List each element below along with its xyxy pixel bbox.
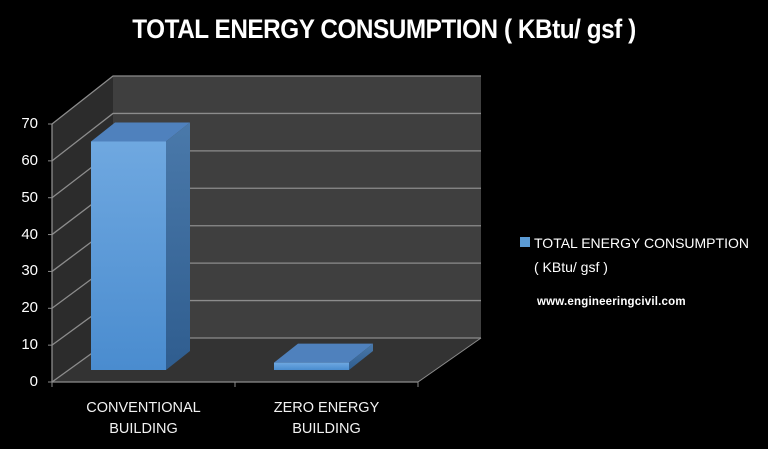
bar-front-face: [91, 141, 166, 370]
y-tick-label: 60: [21, 151, 38, 169]
bar-top-face: [91, 122, 190, 142]
y-tick-label: 20: [21, 299, 38, 317]
x-category-label: ZERO ENERGY BUILDING: [273, 400, 380, 437]
y-tick-label: 30: [21, 262, 38, 280]
bar-front-face: [274, 362, 349, 370]
y-tick-label: 0: [29, 373, 38, 390]
legend-label-line1: TOTAL ENERGY CONSUMPTION: [534, 235, 749, 251]
bar-side-face: [166, 122, 190, 370]
bar-side-face: [349, 343, 373, 370]
gridline: [51, 75, 481, 125]
y-tick-label: 70: [21, 115, 38, 132]
watermark: www.engineeringcivil.com: [537, 296, 686, 308]
legend-swatch-icon: [520, 237, 530, 247]
chart-title: TOTAL ENERGY CONSUMPTION ( KBtu/ gsf ): [132, 14, 636, 44]
floor-edge: [417, 337, 482, 383]
legend-label-line2: ( KBtu/ gsf ): [534, 259, 608, 275]
gridline: [51, 112, 481, 162]
y-tick-label: 40: [21, 225, 38, 243]
y-tick-label: 10: [21, 336, 38, 354]
bar-top-face: [274, 343, 373, 363]
legend-label: TOTAL ENERGY CONSUMPTION ( KBtu/ gsf ): [534, 231, 768, 279]
y-tick-label: 50: [21, 188, 38, 206]
x-category-label: CONVENTIONAL BUILDING: [86, 400, 201, 437]
